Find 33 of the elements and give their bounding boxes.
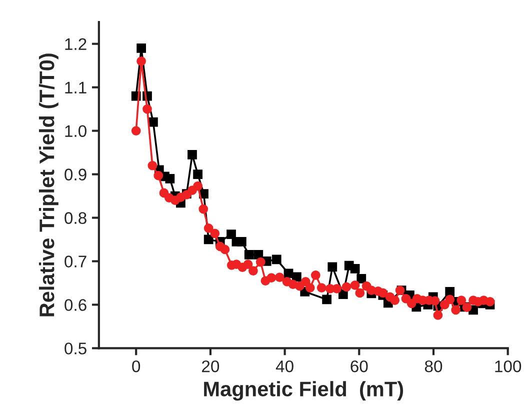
point (188, 150, 197, 160)
point (165, 174, 175, 184)
point (244, 250, 254, 260)
point (254, 250, 264, 260)
y-tick-label: 0.9 (64, 168, 86, 180)
y-tick-label: 0.5 (64, 342, 86, 354)
point (136, 44, 146, 53)
point (204, 234, 214, 244)
point (236, 236, 246, 246)
point (292, 272, 302, 282)
x-tick-label: 0 (132, 360, 140, 372)
point (356, 274, 366, 284)
point (148, 117, 158, 127)
x-tick-label: 40 (276, 360, 294, 372)
x-tick-label: 80 (424, 360, 442, 372)
y-axis-title: Relative Triplet Yield (T/T0) (38, 54, 58, 316)
x-tick-label: 60 (350, 360, 368, 372)
point (193, 170, 202, 179)
x-tick-label: 100 (495, 360, 522, 372)
point (445, 286, 455, 296)
y-tick-label: 1.2 (65, 38, 86, 50)
y-tick-label: 1.1 (65, 82, 86, 94)
point (350, 264, 360, 274)
point (328, 262, 338, 272)
point (272, 254, 282, 264)
point (322, 294, 332, 304)
y-tick-label: 1.0 (65, 125, 86, 137)
point (226, 230, 236, 239)
y-tick-label: 0.7 (64, 256, 86, 268)
y-tick-label: 0.8 (64, 212, 86, 224)
x-axis-title: Magnetic Field (mT) (204, 381, 404, 401)
y-tick-label: 0.6 (64, 299, 86, 311)
x-tick-label: 20 (202, 360, 220, 372)
